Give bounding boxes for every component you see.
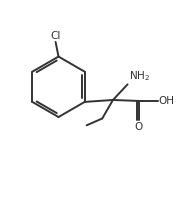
Text: OH: OH — [159, 96, 175, 106]
Text: O: O — [134, 122, 142, 132]
Text: Cl: Cl — [50, 31, 61, 41]
Text: NH$_2$: NH$_2$ — [129, 70, 150, 83]
